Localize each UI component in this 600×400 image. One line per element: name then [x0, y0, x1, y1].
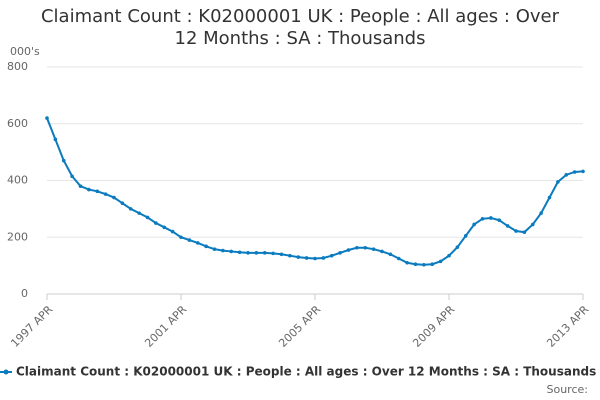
point — [497, 218, 502, 223]
point — [388, 252, 393, 257]
point — [237, 250, 242, 255]
point — [564, 173, 569, 177]
point — [472, 222, 476, 227]
point — [87, 187, 91, 192]
point — [463, 234, 468, 238]
point — [313, 256, 317, 261]
point — [321, 256, 326, 260]
y-tick-label: 600 — [7, 117, 28, 130]
point — [179, 235, 183, 240]
point — [187, 238, 192, 242]
point — [271, 251, 275, 256]
point — [195, 241, 200, 245]
x-tick-label: 1997 APR — [8, 303, 55, 350]
point — [137, 211, 141, 215]
legend-marker — [3, 369, 9, 375]
point — [572, 170, 577, 174]
point — [329, 253, 334, 258]
point — [170, 229, 175, 234]
point — [112, 195, 116, 200]
point — [120, 201, 125, 205]
y-axis-label: 000's — [10, 45, 40, 58]
point — [539, 211, 543, 215]
point — [430, 262, 435, 267]
x-tick-label: 2013 APR — [544, 303, 591, 350]
point — [547, 195, 552, 200]
point — [530, 222, 535, 227]
point — [296, 255, 301, 259]
point — [45, 116, 49, 120]
point — [505, 224, 510, 228]
point — [371, 247, 376, 251]
point — [103, 192, 108, 196]
point — [70, 174, 74, 179]
point — [556, 180, 560, 184]
point — [229, 249, 234, 254]
point — [95, 189, 100, 194]
point — [246, 251, 250, 255]
y-tick-label: 800 — [7, 60, 28, 73]
point — [212, 247, 217, 251]
point — [304, 256, 309, 260]
point — [455, 245, 460, 249]
point — [413, 262, 418, 267]
point — [355, 245, 359, 250]
point — [422, 262, 426, 267]
point — [346, 248, 351, 252]
point — [254, 251, 259, 255]
x-tick-label: 2009 APR — [410, 303, 457, 350]
x-tick-label: 2005 APR — [276, 303, 323, 350]
point — [262, 251, 267, 255]
point — [53, 137, 58, 142]
point — [221, 248, 225, 253]
point — [447, 253, 451, 258]
point — [581, 169, 585, 174]
y-tick-label: 0 — [21, 287, 28, 300]
point — [514, 229, 518, 233]
series-line — [46, 117, 584, 266]
y-tick-label: 400 — [7, 174, 28, 187]
point — [480, 217, 485, 221]
point — [204, 244, 208, 249]
legend-label: Claimant Count : K02000001 UK : People :… — [16, 365, 596, 379]
point — [338, 251, 342, 255]
point — [154, 221, 158, 225]
point — [279, 252, 284, 257]
y-tick-label: 200 — [7, 230, 28, 243]
point — [380, 249, 384, 254]
point — [61, 158, 66, 163]
point — [128, 207, 133, 211]
chart-title: Claimant Count : K02000001 UK : People :… — [40, 6, 559, 49]
point — [489, 216, 493, 220]
point — [438, 259, 443, 264]
point — [522, 230, 527, 234]
point — [396, 256, 401, 261]
point — [405, 260, 409, 265]
point — [78, 184, 83, 188]
point — [363, 245, 368, 250]
x-tick-label: 2001 APR — [142, 303, 189, 350]
source: Source: — [547, 383, 589, 396]
point — [145, 215, 150, 220]
point — [162, 225, 167, 230]
point — [288, 253, 292, 258]
